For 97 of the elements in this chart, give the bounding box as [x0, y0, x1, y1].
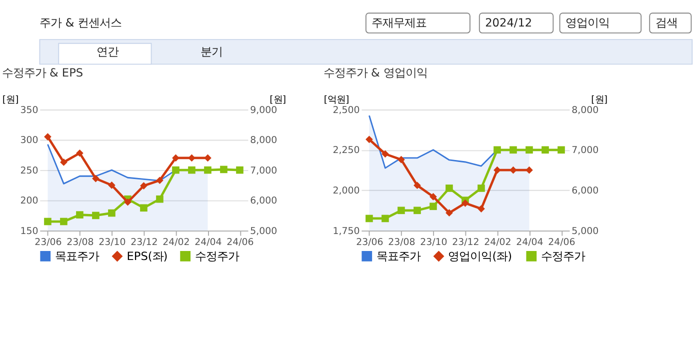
legend-label: EPS(좌) [126, 249, 168, 264]
y-tick-label: 250 [20, 165, 38, 176]
point [414, 182, 421, 190]
x-tick-label: 23/10 [98, 237, 126, 248]
text: 영업이익 [565, 15, 610, 30]
point [220, 166, 228, 174]
point [92, 174, 100, 182]
point [398, 206, 405, 214]
y-tick-label: 350 [20, 104, 38, 116]
text: 주재무제표 [372, 15, 427, 30]
y2-tick-label: 5,000 [572, 226, 599, 237]
x-tick-label: 23/12 [130, 237, 158, 248]
y2-tick-label: 5,000 [250, 226, 278, 237]
text: 연간 [96, 44, 118, 59]
y2-axis-title: [원] [591, 94, 608, 106]
point [156, 176, 164, 184]
legend-label: 수정주가 [194, 249, 239, 264]
point [430, 193, 437, 200]
point [398, 156, 405, 164]
point [108, 182, 116, 189]
x-tick-label: 24/06 [226, 237, 254, 248]
point [108, 209, 116, 217]
text: 검색 [655, 15, 678, 30]
point [494, 166, 501, 174]
point [156, 195, 164, 203]
y-tick-label: 300 [20, 135, 38, 146]
point [366, 214, 373, 222]
point [124, 198, 132, 206]
point [44, 133, 52, 140]
chart-title: 수정주가 & 영업이익 [323, 65, 428, 80]
x-tick-label: 24/02 [484, 237, 512, 248]
x-tick-label: 24/06 [548, 237, 576, 248]
point [60, 158, 68, 166]
point [140, 182, 148, 190]
point [188, 154, 196, 162]
point [542, 146, 549, 154]
x-tick-label: 23/10 [420, 237, 448, 248]
point [462, 199, 469, 207]
point [172, 166, 180, 174]
point [140, 204, 148, 212]
y-tick-label: 2,250 [332, 145, 360, 156]
point [430, 202, 437, 210]
point [76, 149, 84, 157]
point [204, 154, 212, 162]
y2-tick-label: 7,000 [572, 145, 599, 156]
point [60, 218, 68, 226]
legend-label: 수정주가 [540, 249, 585, 264]
point [382, 214, 389, 222]
y-tick-label: 2,500 [332, 104, 360, 116]
y2-axis-title: [원] [270, 94, 286, 106]
x-tick-label: 23/06 [34, 237, 62, 248]
point [478, 205, 485, 212]
point [558, 146, 565, 154]
point [510, 146, 517, 154]
x-tick-label: 23/08 [388, 237, 416, 248]
x-tick-label: 24/02 [162, 237, 190, 248]
y2-tick-label: 8,000 [250, 135, 278, 146]
text: 주가 & 컨센서스 [40, 15, 122, 30]
point [382, 150, 389, 158]
chart-title: 수정주가 & EPS [2, 65, 84, 80]
x-tick-label: 24/04 [194, 237, 222, 248]
point [204, 166, 212, 174]
text: 분기 [200, 44, 222, 59]
y-tick-label: 2,000 [332, 186, 360, 197]
point [446, 209, 453, 216]
y2-tick-label: 6,000 [250, 196, 278, 207]
point [526, 166, 533, 174]
x-tick-label: 24/04 [516, 237, 544, 248]
point [92, 212, 100, 220]
point [76, 211, 84, 219]
legend-label: 영업이익(좌) [448, 249, 512, 264]
point [236, 166, 244, 174]
y2-tick-label: 7,000 [250, 165, 278, 176]
y-tick-label: 1,750 [332, 226, 360, 237]
y2-tick-label: 8,000 [572, 104, 599, 116]
legend-label: 목표주가 [376, 249, 420, 264]
point [188, 166, 196, 174]
point [446, 184, 453, 192]
point [366, 136, 373, 144]
point [414, 206, 421, 214]
y-tick-label: 200 [20, 196, 38, 207]
point [478, 184, 485, 192]
text: 2024/12 [485, 15, 532, 30]
point [494, 146, 501, 154]
point [172, 154, 180, 162]
y-axis-title: [원] [2, 94, 19, 106]
y2-tick-label: 6,000 [572, 186, 599, 197]
point [510, 166, 517, 174]
legend-label: 목표주가 [54, 249, 99, 264]
x-tick-label: 23/12 [452, 237, 480, 248]
y-tick-label: 150 [20, 226, 38, 237]
point [44, 218, 52, 226]
y-axis-title: [억원] [324, 94, 350, 106]
point [526, 146, 533, 154]
x-tick-label: 23/06 [356, 237, 384, 248]
x-tick-label: 23/08 [66, 237, 94, 248]
y2-tick-label: 9,000 [250, 104, 278, 116]
